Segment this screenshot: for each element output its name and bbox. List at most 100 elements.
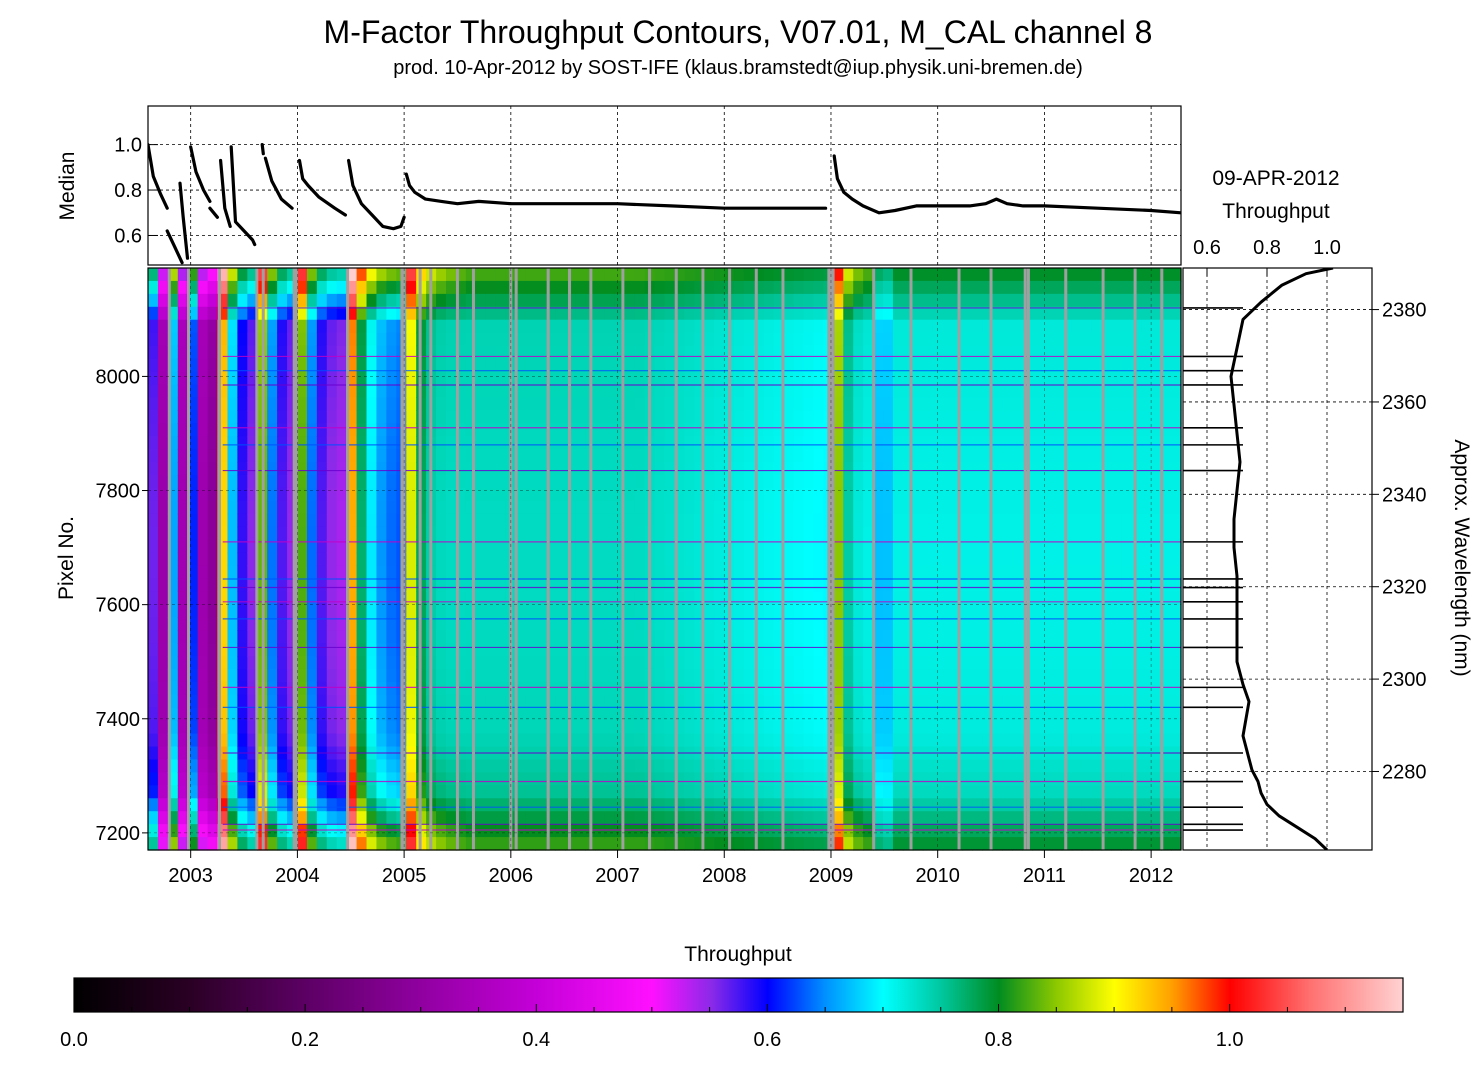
heatmap-cell [356, 462, 368, 476]
heatmap-cell [475, 487, 487, 502]
heatmap-cell [1171, 785, 1182, 799]
heatmap-cell [237, 371, 248, 385]
heatmap-cell [1121, 539, 1132, 554]
heatmap-cell [148, 759, 159, 773]
heatmap-cell [873, 410, 884, 424]
heatmap-cell [1032, 280, 1043, 295]
heatmap-cell [346, 643, 358, 657]
heatmap-cell [237, 681, 248, 696]
heatmap-cell [406, 345, 417, 360]
heatmap-cell [296, 785, 308, 799]
heatmap-cell [714, 552, 725, 567]
heatmap-cell [1151, 474, 1162, 489]
heatmap-cell [535, 591, 546, 605]
heatmap-cell [614, 449, 626, 463]
heatmap-cell [992, 811, 1003, 825]
heatmap-cell [833, 578, 844, 592]
heatmap-cell [515, 280, 527, 295]
heatmap-cell [386, 565, 397, 579]
heatmap-cell [326, 681, 338, 696]
heatmap-cell [356, 526, 368, 541]
heatmap-cell [445, 293, 457, 308]
heatmap-cell [783, 824, 795, 838]
heatmap-cell [148, 811, 159, 825]
heatmap-cell [267, 436, 278, 450]
heatmap-cell [495, 280, 507, 295]
heatmap-cell [465, 707, 477, 722]
heatmap-cell [734, 668, 745, 683]
heatmap-cell [753, 371, 765, 385]
heatmap-cell [406, 785, 417, 799]
heatmap-cell [535, 617, 546, 631]
heatmap-cell [1081, 410, 1093, 424]
heatmap-cell [734, 837, 745, 851]
heatmap-cell [406, 539, 417, 554]
heatmap-cell [664, 449, 676, 463]
heatmap-cell [187, 591, 199, 605]
heatmap-cell [863, 681, 874, 696]
heatmap-cell [902, 681, 914, 696]
heatmap-cell [366, 319, 378, 334]
heatmap-cell [1141, 668, 1152, 683]
heatmap-cell [1032, 707, 1043, 722]
heatmap-cell [306, 436, 318, 450]
heatmap-cell [1151, 462, 1162, 476]
heatmap-cell [942, 306, 954, 321]
heatmap-cell [207, 345, 219, 360]
heatmap-cell [545, 785, 556, 799]
heatmap-cell [217, 513, 229, 528]
heatmap-cell [972, 681, 983, 696]
heatmap-cell [1151, 604, 1162, 618]
heatmap-cell [654, 268, 666, 282]
heatmap-cell [475, 474, 487, 489]
heatmap-cell [694, 306, 705, 321]
heatmap-cell [1121, 604, 1132, 618]
heatmap-cell [217, 384, 229, 398]
heatmap-cell [932, 384, 944, 398]
heatmap-cell [465, 578, 477, 592]
heatmap-cell [1141, 656, 1152, 670]
heatmap-cell [1012, 436, 1023, 450]
heatmap-cell [316, 280, 328, 295]
heatmap-cell [684, 332, 695, 347]
heatmap-cell [187, 423, 199, 437]
heatmap-cell [863, 668, 874, 683]
heatmap-cell [1091, 759, 1103, 773]
heatmap-cell [1041, 358, 1053, 373]
heatmap-cell [1121, 423, 1132, 437]
heatmap-cell [157, 681, 169, 696]
heatmap-cell [783, 319, 795, 334]
heatmap-cell [843, 643, 854, 657]
heatmap-cell [287, 707, 298, 722]
heatmap-cell [863, 617, 874, 631]
heatmap-cell [962, 345, 974, 360]
heatmap-cell [853, 668, 864, 683]
heatmap-cell [326, 474, 338, 489]
heatmap-cell [763, 306, 775, 321]
heatmap-cell [247, 630, 258, 644]
heatmap-cell [803, 643, 815, 657]
heatmap-cell [475, 423, 487, 437]
heatmap-cell [1151, 720, 1162, 735]
heatmap-cell [1032, 772, 1043, 786]
heatmap-cell [962, 720, 974, 735]
heatmap-cell [485, 785, 497, 799]
heatmap-cell [167, 449, 179, 463]
heatmap-cell [1032, 487, 1043, 502]
heatmap-cell [436, 733, 447, 748]
heatmap-cell [1101, 358, 1113, 373]
heatmap-cell [594, 668, 606, 683]
heatmap-cell [594, 280, 606, 295]
heatmap-cell [962, 811, 974, 825]
heatmap-cell [853, 345, 864, 360]
heatmap-cell [406, 526, 417, 541]
heatmap-cell [555, 733, 566, 748]
heatmap-cell [624, 837, 636, 851]
heatmap-cell [227, 720, 238, 735]
heatmap-cell [734, 474, 745, 489]
heatmap-cell [684, 656, 695, 670]
heatmap-cell [287, 526, 298, 541]
heatmap-cell [763, 423, 775, 437]
heatmap-cell [883, 345, 894, 360]
